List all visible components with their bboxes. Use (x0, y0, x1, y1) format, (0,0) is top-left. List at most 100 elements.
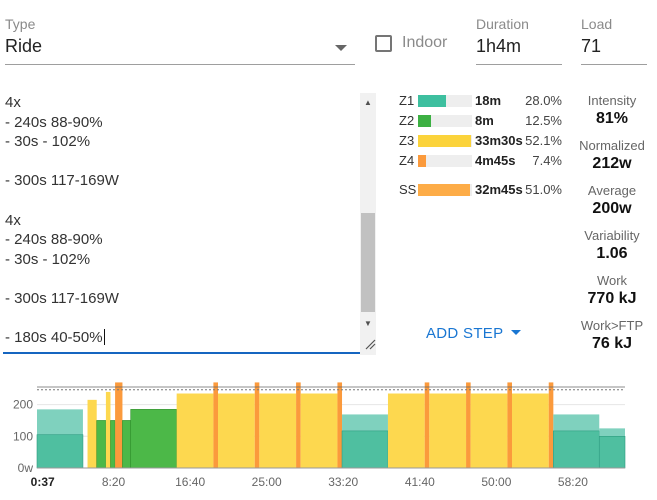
zone-name: SS (399, 182, 417, 197)
chevron-down-icon (335, 45, 347, 51)
power-bar (130, 409, 177, 469)
editor-line: 4x (5, 94, 21, 111)
power-bar (36, 434, 84, 469)
zone-time: 4m45s (475, 153, 516, 168)
add-step-button[interactable]: ADD STEP (426, 325, 522, 342)
x-tick-label: 25:00 (252, 475, 282, 489)
zone-bar-track (418, 155, 472, 167)
power-bar (424, 382, 430, 468)
type-select-underline (5, 64, 355, 65)
editor-line (0, 269, 378, 289)
power-bar (300, 393, 338, 468)
zone-bar-track (418, 184, 472, 196)
x-tick-label: 8:20 (102, 475, 126, 489)
load-field[interactable]: 71 (581, 30, 647, 66)
x-tick-label: 0:37 (31, 475, 55, 489)
load-value: 71 (581, 36, 602, 56)
editor-line: - 30s - 102% (5, 250, 91, 268)
power-bar (337, 382, 343, 468)
y-tick-label: 200 (13, 398, 33, 412)
duration-underline (476, 64, 562, 65)
zone-time: 18m (475, 93, 502, 108)
zone-name: Z4 (399, 153, 415, 168)
workout-editor[interactable]: 4x - 240s 88-90% - 30s - 102% - 300s 117-1… (0, 93, 378, 355)
duration-value: 1h4m (476, 36, 522, 56)
indoor-checkbox[interactable] (375, 35, 392, 52)
stat-label: Variability (584, 228, 640, 243)
editor-scroll-thumb[interactable] (361, 213, 375, 312)
power-bar (553, 430, 600, 469)
zone-bar-track (418, 135, 472, 147)
power-bar-upper (553, 414, 600, 431)
editor-line: - 180s 40-50% (5, 329, 105, 347)
power-bar-upper (599, 428, 625, 437)
power-bar (507, 382, 512, 468)
load-underline (581, 64, 647, 65)
workout-editor-underline (3, 352, 375, 354)
stat-label: Intensity (587, 93, 637, 108)
duration-label: Duration (476, 16, 529, 32)
x-tick-label: 58:20 (558, 475, 588, 489)
scroll-up-arrow-icon[interactable]: ▲ (364, 98, 372, 107)
editor-line: 4x (5, 211, 21, 229)
editor-line: - 30s - 102% (5, 133, 91, 151)
stat-label: Work>FTP (580, 318, 644, 333)
zone-percent: 52.1% (525, 133, 562, 148)
power-bar (470, 393, 508, 468)
power-bar (105, 391, 111, 468)
zone-percent: 28.0% (525, 93, 562, 108)
dropdown-arrow-icon (511, 330, 522, 335)
zone-bar-fill (418, 184, 470, 196)
zone-bar-fill (418, 155, 426, 167)
scroll-down-arrow-icon[interactable]: ▼ (364, 319, 372, 328)
x-tick-label: 41:40 (405, 475, 435, 489)
indoor-label: Indoor (402, 34, 448, 51)
zone-time: 8m (475, 113, 494, 128)
power-bar (96, 420, 107, 469)
stat-value: 770 kJ (587, 290, 637, 307)
zone-percent: 12.5% (525, 113, 562, 128)
zone-bar-fill (418, 135, 471, 147)
zone-time: 32m45s (475, 182, 523, 197)
stat-label: Average (587, 183, 637, 198)
zone-name: Z1 (399, 93, 415, 108)
editor-line: - 300s 117-169W (5, 289, 119, 307)
type-select[interactable]: Ride (5, 30, 355, 66)
x-tick-label: 33:20 (328, 475, 358, 489)
workout-power-chart: 200 100 0w0:37 8:20 16:40 25:00 33:20 41:40 50:0… (13, 382, 626, 489)
power-bar (110, 420, 116, 469)
zone-bar-fill (418, 95, 446, 107)
duration-field[interactable]: 1h4m (476, 30, 562, 66)
text-caret (103, 329, 105, 346)
power-bar (254, 382, 260, 468)
load-label: Load (581, 16, 613, 32)
power-bar (115, 382, 123, 468)
power-bar (511, 393, 549, 468)
workout-editor-lines: 4x - 240s 88-90% - 30s - 102% - 300s 117-1… (0, 93, 378, 348)
zone-bar-track (418, 95, 472, 107)
editor-line (0, 191, 378, 211)
editor-line: - 240s 88-90% (5, 231, 103, 249)
zone-name: Z3 (399, 133, 415, 148)
resize-grip-icon[interactable] (364, 338, 376, 350)
zone-bar-fill (418, 115, 431, 127)
zone-name: Z2 (399, 113, 415, 128)
power-bar-upper (342, 414, 388, 431)
power-bar (259, 393, 297, 468)
power-bar (217, 393, 255, 468)
power-bar (387, 393, 425, 468)
type-label: Type (5, 16, 36, 32)
zone-percent: 51.0% (525, 182, 562, 197)
power-bar (87, 399, 97, 468)
zone-percent: 7.4% (532, 153, 562, 168)
power-bar (466, 382, 471, 468)
stat-value: 76 kJ (591, 335, 633, 352)
power-bar (296, 382, 301, 468)
zone-time: 33m30s (475, 133, 523, 148)
power-bar (122, 420, 132, 469)
add-step-label: ADD STEP (426, 325, 504, 342)
zone-bar-track (418, 115, 472, 127)
y-tick-label: 100 (13, 429, 33, 443)
editor-line (0, 152, 378, 172)
stat-value: 1.06 (596, 245, 628, 262)
